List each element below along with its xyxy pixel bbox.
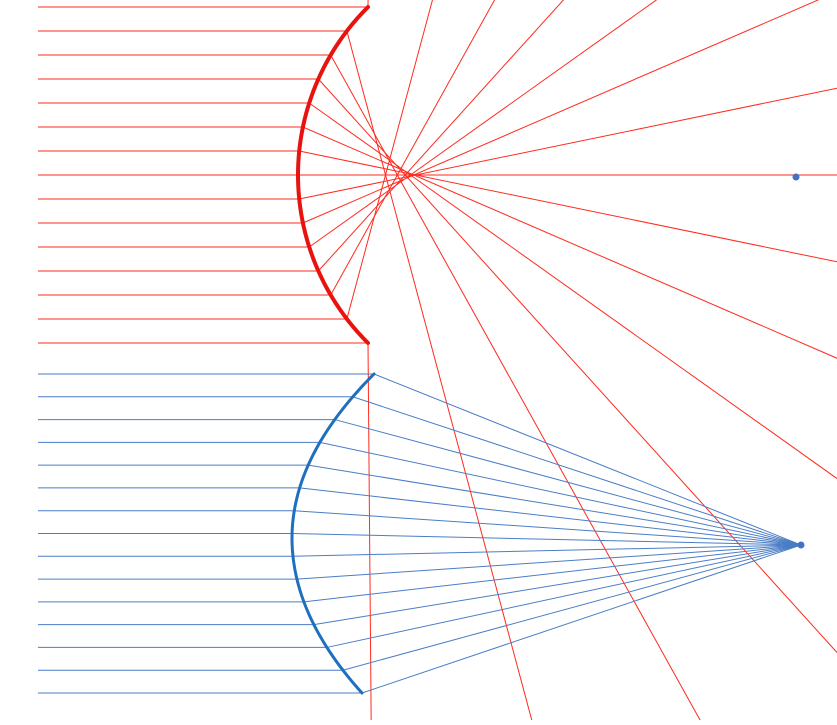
reflected-ray [302, 0, 820, 224]
reflected-ray [303, 544, 802, 603]
reflected-ray [313, 544, 802, 626]
reflected-ray [334, 419, 802, 546]
focal-point-marker [792, 173, 800, 181]
reflected-ray [308, 464, 802, 546]
reflected-ray [361, 544, 802, 694]
spherical-mirror-arc [295, 5, 370, 345]
spherical-mirror-panel [38, 0, 837, 725]
reflected-ray [330, 54, 704, 725]
reflected-ray [346, 30, 534, 725]
reflected-ray [292, 544, 802, 557]
reflected-ray [330, 0, 496, 296]
reflected-ray [308, 0, 658, 248]
reflected-ray [299, 487, 802, 546]
parabolic-mirror-curve [290, 372, 376, 695]
reflected-ray [292, 533, 802, 546]
reflected-ray [296, 544, 802, 580]
reflected-ray [373, 373, 802, 546]
reflected-ray [308, 102, 837, 479]
reflected-ray [346, 0, 433, 320]
reflected-ray [326, 544, 802, 648]
reflected-ray [299, 87, 837, 200]
reflected-ray [294, 510, 802, 546]
reflected-ray [302, 126, 837, 359]
reflected-ray [352, 396, 802, 546]
reflected-ray [319, 441, 802, 546]
reflected-ray [367, 0, 369, 8]
reflected-ray [317, 0, 565, 272]
focal-point-marker [797, 541, 805, 549]
parabolic-mirror-panel [38, 372, 805, 695]
reflected-ray [299, 150, 837, 263]
reflected-ray [342, 544, 802, 671]
